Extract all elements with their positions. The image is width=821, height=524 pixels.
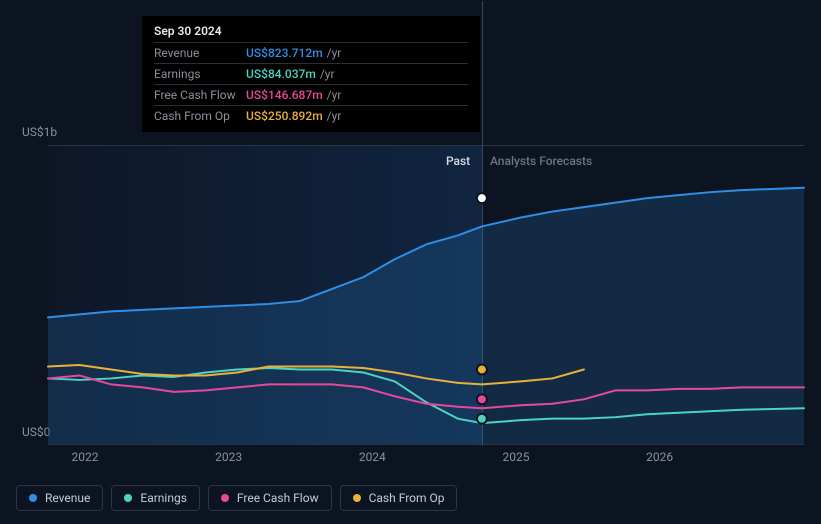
tooltip-row-revenue: Revenue US$823.712m /yr (154, 42, 468, 63)
chart-plot-area[interactable]: Past Analysts Forecasts (48, 145, 804, 445)
tooltip-label: Cash From Op (154, 109, 246, 123)
legend-item-revenue[interactable]: Revenue (16, 485, 103, 511)
tooltip-row-fcf: Free Cash Flow US$146.687m /yr (154, 84, 468, 105)
x-tick: 2024 (359, 450, 386, 464)
legend-item-cfo[interactable]: Cash From Op (340, 485, 458, 511)
legend-dot-icon (29, 494, 37, 502)
x-tick: 2022 (72, 450, 99, 464)
x-tick: 2023 (215, 450, 242, 464)
tooltip-value: US$146.687m (246, 88, 323, 102)
legend-label: Revenue (45, 491, 90, 505)
tooltip-unit: /yr (327, 109, 342, 123)
tooltip-unit: /yr (320, 67, 335, 81)
y-axis-label-max: US$1b (22, 125, 57, 139)
legend-dot-icon (353, 494, 361, 502)
tooltip-label: Free Cash Flow (154, 88, 246, 102)
legend-dot-icon (124, 494, 132, 502)
legend-label: Free Cash Flow (237, 491, 319, 505)
tooltip-row-cfo: Cash From Op US$250.892m /yr (154, 105, 468, 126)
chart-svg (48, 146, 804, 444)
legend-item-earnings[interactable]: Earnings (111, 485, 200, 511)
tooltip-unit: /yr (327, 46, 342, 60)
legend-label: Cash From Op (369, 491, 445, 505)
tooltip-label: Earnings (154, 67, 246, 81)
legend-label: Earnings (140, 491, 187, 505)
x-axis: 2022 2023 2024 2025 2026 (48, 450, 804, 470)
chart-legend: Revenue Earnings Free Cash Flow Cash Fro… (16, 485, 457, 511)
tooltip-row-earnings: Earnings US$84.037m /yr (154, 63, 468, 84)
tooltip-label: Revenue (154, 46, 246, 60)
x-tick: 2026 (646, 450, 673, 464)
tooltip-value: US$250.892m (246, 109, 323, 123)
x-tick: 2025 (502, 450, 529, 464)
legend-dot-icon (221, 494, 229, 502)
chart-tooltip: Sep 30 2024 Revenue US$823.712m /yr Earn… (142, 16, 480, 132)
tooltip-date: Sep 30 2024 (154, 24, 468, 38)
tooltip-value: US$84.037m (246, 67, 316, 81)
y-axis-label-min: US$0 (22, 425, 50, 439)
tooltip-value: US$823.712m (246, 46, 323, 60)
tooltip-unit: /yr (327, 88, 342, 102)
legend-item-fcf[interactable]: Free Cash Flow (208, 485, 332, 511)
